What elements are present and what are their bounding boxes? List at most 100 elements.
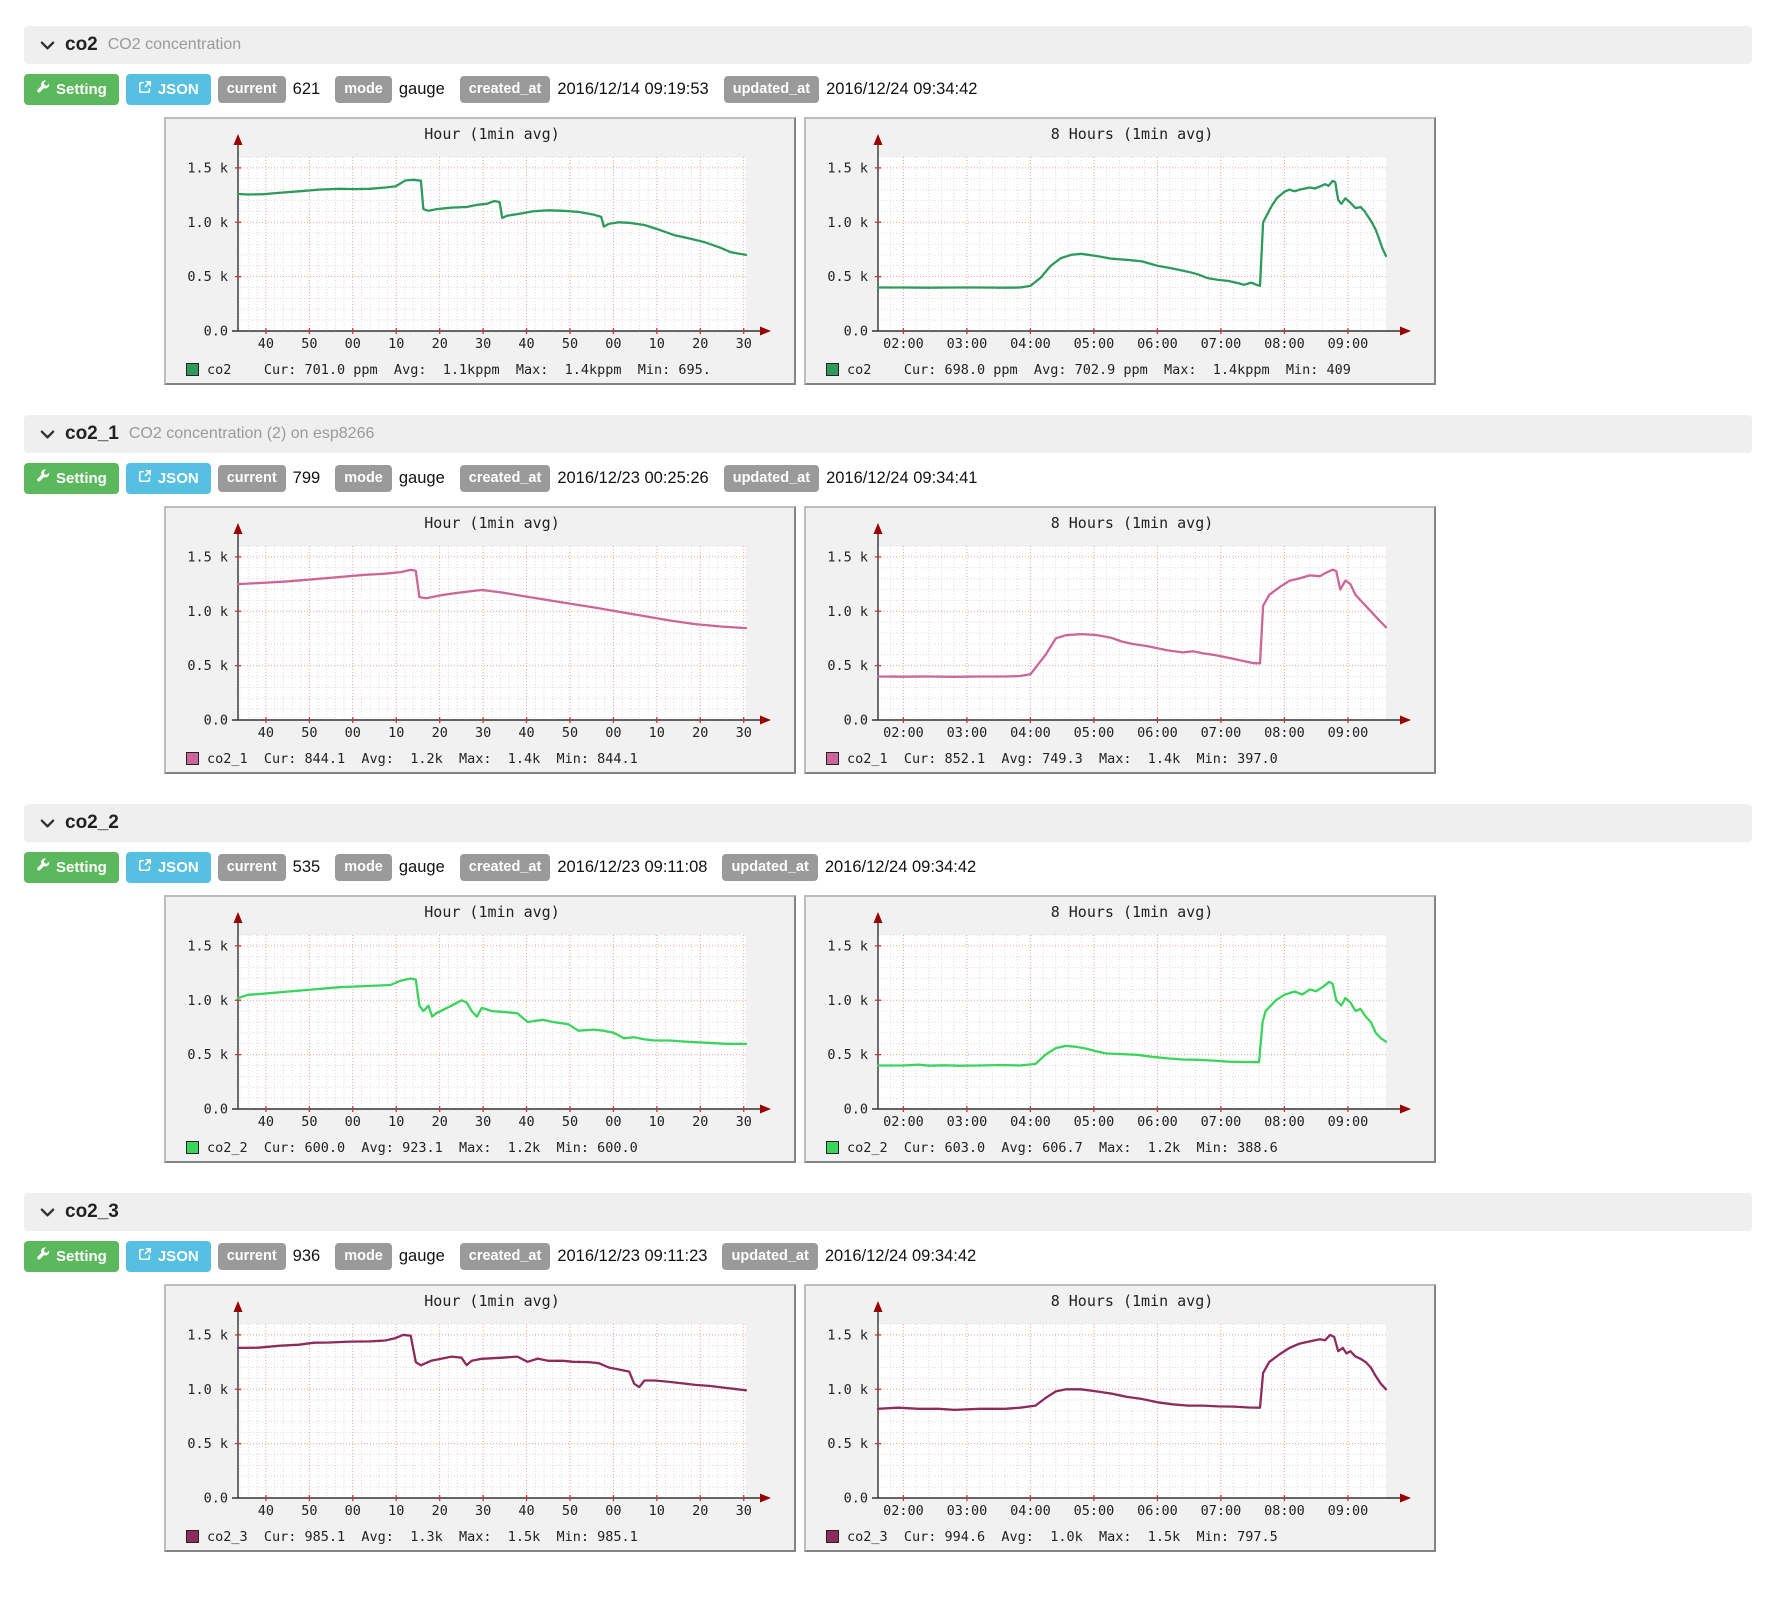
svg-text:1.5 k: 1.5 k — [187, 160, 228, 176]
svg-text:02:00: 02:00 — [883, 725, 924, 741]
svg-text:0.0: 0.0 — [844, 324, 868, 340]
mode-badge: mode — [335, 75, 392, 104]
legend-text: co2_2 Cur: 603.0 Avg: 606.7 Max: 1.2k Mi… — [847, 1139, 1278, 1156]
setting-button[interactable]: Setting — [24, 463, 119, 494]
json-button[interactable]: JSON — [125, 852, 211, 883]
section-header: co2 CO2 concentration — [24, 26, 1752, 64]
eight-hours-chart-panel: 8 Hours (1min avg) 1.5 k 1.0 k 0.5 k 0.0 02:0… — [804, 506, 1436, 774]
json-button-label: JSON — [157, 858, 199, 876]
svg-text:Hour (1min avg): Hour (1min avg) — [424, 514, 559, 532]
section-description: CO2 concentration (2) on esp8266 — [128, 425, 375, 442]
svg-text:20: 20 — [692, 1114, 708, 1130]
svg-text:09:00: 09:00 — [1328, 1114, 1369, 1130]
svg-text:40: 40 — [518, 1503, 534, 1519]
chevron-down-icon[interactable] — [40, 816, 55, 831]
legend-swatch — [826, 752, 839, 765]
svg-text:1.5 k: 1.5 k — [827, 549, 868, 565]
current-value: 535 — [292, 858, 321, 876]
svg-text:50: 50 — [301, 725, 317, 741]
updated-at-value: 2016/12/24 09:34:42 — [824, 858, 977, 876]
svg-text:04:00: 04:00 — [1010, 336, 1051, 352]
chevron-down-icon[interactable] — [40, 38, 55, 53]
svg-text:05:00: 05:00 — [1074, 725, 1115, 741]
legend-swatch — [186, 363, 199, 376]
line-chart-svg: 8 Hours (1min avg) 1.5 k 1.0 k 0.5 k 0.0 02:0… — [827, 903, 1411, 1130]
created-at-badge: created_at — [459, 75, 551, 104]
legend-swatch — [186, 1530, 199, 1543]
svg-text:0.5 k: 0.5 k — [187, 658, 228, 674]
json-button[interactable]: JSON — [125, 1241, 211, 1272]
svg-text:00: 00 — [345, 1503, 361, 1519]
line-chart-svg: Hour (1min avg) 1.5 k 1.0 k 0.5 k 0.0 40 50 00 1… — [187, 125, 771, 352]
created-at-value: 2016/12/23 09:11:23 — [557, 1247, 708, 1265]
svg-text:06:00: 06:00 — [1137, 1503, 1178, 1519]
svg-text:40: 40 — [518, 1114, 534, 1130]
svg-text:1.5 k: 1.5 k — [827, 1327, 868, 1343]
svg-text:10: 10 — [649, 336, 665, 352]
svg-text:40: 40 — [518, 336, 534, 352]
current-value: 936 — [292, 1247, 321, 1265]
svg-text:00: 00 — [345, 725, 361, 741]
created-at-badge: created_at — [459, 464, 551, 493]
svg-text:1.0 k: 1.0 k — [187, 993, 228, 1009]
charts-row: Hour (1min avg) 1.5 k 1.0 k 0.5 k 0.0 40 50 00 1… — [164, 117, 1752, 385]
svg-text:10: 10 — [388, 1114, 404, 1130]
eight-hours-line-chart: 8 Hours (1min avg) 1.5 k 1.0 k 0.5 k 0.0 02:0… — [806, 510, 1434, 748]
svg-text:50: 50 — [301, 1114, 317, 1130]
legend-text: co2 Cur: 701.0 ppm Avg: 1.1kppm Max: 1.4… — [207, 361, 711, 378]
legend-swatch — [826, 1141, 839, 1154]
svg-text:30: 30 — [736, 1503, 752, 1519]
setting-button[interactable]: Setting — [24, 1241, 119, 1272]
svg-text:03:00: 03:00 — [947, 725, 988, 741]
svg-text:8 Hours (1min avg): 8 Hours (1min avg) — [1051, 903, 1214, 921]
legend-swatch — [826, 1530, 839, 1543]
hour-chart-panel: Hour (1min avg) 1.5 k 1.0 k 0.5 k 0.0 40 50 00 1… — [164, 1284, 796, 1552]
svg-text:10: 10 — [649, 1503, 665, 1519]
wrench-icon — [36, 858, 50, 877]
export-icon — [138, 1247, 152, 1266]
sensor-dashboard: co2 CO2 concentration Setting JSON curre… — [24, 26, 1752, 1552]
legend-text: co2_3 Cur: 985.1 Avg: 1.3k Max: 1.5k Min… — [207, 1528, 638, 1545]
created-at-value: 2016/12/23 00:25:26 — [557, 469, 709, 487]
json-button[interactable]: JSON — [125, 463, 211, 494]
sensor-section: co2 CO2 concentration Setting JSON curre… — [24, 26, 1752, 385]
svg-text:00: 00 — [605, 1503, 621, 1519]
svg-text:1.5 k: 1.5 k — [827, 938, 868, 954]
svg-text:0.0: 0.0 — [204, 1491, 228, 1507]
svg-text:20: 20 — [432, 1114, 448, 1130]
current-value: 621 — [292, 80, 321, 98]
updated-at-badge: updated_at — [722, 1242, 818, 1271]
chevron-down-icon[interactable] — [40, 427, 55, 442]
mode-value: gauge — [398, 1247, 445, 1265]
svg-text:0.0: 0.0 — [204, 324, 228, 340]
charts-row: Hour (1min avg) 1.5 k 1.0 k 0.5 k 0.0 40 50 00 1… — [164, 506, 1752, 774]
svg-text:10: 10 — [649, 1114, 665, 1130]
setting-button[interactable]: Setting — [24, 74, 119, 105]
setting-button-label: Setting — [56, 1247, 107, 1265]
svg-text:20: 20 — [692, 1503, 708, 1519]
setting-button[interactable]: Setting — [24, 852, 119, 883]
svg-text:30: 30 — [736, 336, 752, 352]
legend-text: co2 Cur: 698.0 ppm Avg: 702.9 ppm Max: 1… — [847, 361, 1351, 378]
section-title: co2_3 — [65, 1201, 119, 1222]
eight-hours-chart-panel: 8 Hours (1min avg) 1.5 k 1.0 k 0.5 k 0.0 02:0… — [804, 1284, 1436, 1552]
created-at-badge: created_at — [459, 853, 551, 882]
current-badge: current — [217, 1242, 286, 1271]
svg-text:00: 00 — [345, 1114, 361, 1130]
export-icon — [138, 858, 152, 877]
legend-swatch — [186, 1141, 199, 1154]
json-button[interactable]: JSON — [125, 74, 211, 105]
mode-badge: mode — [335, 464, 392, 493]
svg-text:07:00: 07:00 — [1201, 1503, 1242, 1519]
updated-at-badge: updated_at — [723, 464, 820, 493]
eight-hours-line-chart: 8 Hours (1min avg) 1.5 k 1.0 k 0.5 k 0.0 02:0… — [806, 1288, 1434, 1526]
chevron-down-icon[interactable] — [40, 1205, 55, 1220]
svg-text:Hour (1min avg): Hour (1min avg) — [424, 1292, 559, 1310]
svg-text:Hour (1min avg): Hour (1min avg) — [424, 125, 559, 143]
chart-legend: co2_1 Cur: 844.1 Avg: 1.2k Max: 1.4k Min… — [166, 748, 794, 769]
svg-text:06:00: 06:00 — [1137, 336, 1178, 352]
svg-text:06:00: 06:00 — [1137, 725, 1178, 741]
svg-text:03:00: 03:00 — [947, 1503, 988, 1519]
hour-line-chart: Hour (1min avg) 1.5 k 1.0 k 0.5 k 0.0 40 50 00 1… — [166, 899, 794, 1137]
mode-value: gauge — [398, 469, 445, 487]
